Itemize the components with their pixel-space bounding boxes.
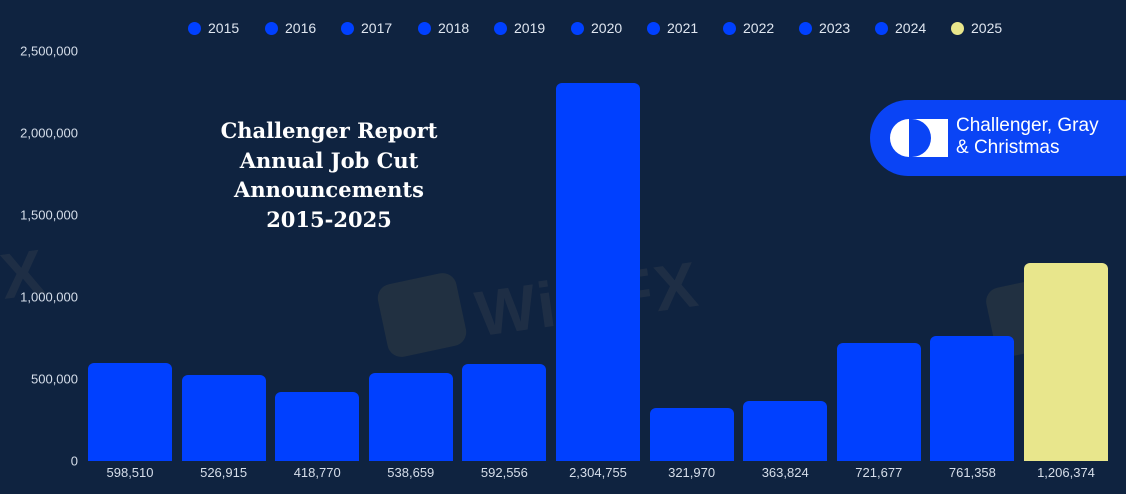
legend-label: 2021 — [667, 20, 699, 36]
legend-label: 2023 — [819, 20, 851, 36]
bar-value-label: 761,358 — [948, 465, 996, 480]
legend-dot-icon — [341, 21, 354, 35]
watermark-badge — [375, 270, 469, 360]
bar-value-label: 526,915 — [200, 465, 248, 480]
chart-title-line: Challenger Report — [220, 118, 438, 143]
legend-dot-icon — [494, 21, 507, 35]
y-tick-label: 2,500,000 — [20, 43, 78, 59]
legend-label: 2025 — [971, 20, 1003, 36]
legend-dot-icon — [418, 21, 431, 35]
bar-2024[interactable] — [930, 336, 1015, 461]
bar-value-label: 1,206,374 — [1037, 465, 1095, 480]
watermark-text: FX — [0, 235, 51, 319]
bar-2019[interactable] — [462, 363, 547, 461]
logo-mark-icon — [890, 119, 948, 157]
legend-label: 2016 — [285, 20, 317, 36]
company-logo: Challenger, Gray & Christmas — [870, 100, 1126, 176]
legend-label: 2019 — [514, 20, 546, 36]
bar-2016[interactable] — [181, 374, 266, 461]
legend-dot-icon — [799, 21, 812, 35]
bar-value-label: 721,677 — [855, 465, 903, 480]
chart-title: Challenger Report Annual Job Cut Announc… — [200, 116, 458, 234]
bar-2017[interactable] — [275, 392, 360, 461]
bar-value-label: 363,824 — [761, 465, 809, 480]
bar-2023[interactable] — [836, 342, 921, 461]
legend-label: 2015 — [208, 20, 240, 36]
legend-label: 2018 — [438, 20, 470, 36]
bar-value-label: 418,770 — [293, 465, 341, 480]
chart-title-line: Annual Job Cut — [239, 147, 419, 173]
y-tick-label: 1,500,000 — [20, 207, 78, 223]
bar-2021[interactable] — [649, 408, 734, 461]
legend-item-2020[interactable]: 2020 — [571, 19, 622, 37]
legend-label: 2022 — [743, 20, 775, 36]
y-tick-label: 1,000,000 — [20, 289, 78, 305]
bar-value-label: 592,556 — [480, 465, 528, 480]
legend-label: 2024 — [895, 20, 927, 36]
legend-item-2024[interactable]: 2024 — [875, 19, 926, 37]
legend-item-2023[interactable]: 2023 — [799, 19, 850, 37]
chart-title-line: 2015-2025 — [266, 206, 392, 232]
legend-item-2016[interactable]: 2016 — [265, 19, 316, 37]
chart-title-line: Announcements — [234, 177, 424, 202]
legend-dot-icon — [647, 21, 660, 35]
legend-dot-icon — [875, 21, 888, 35]
y-tick-label: 0 — [70, 453, 78, 469]
y-tick-label: 500,000 — [31, 371, 78, 387]
bar-2015[interactable] — [88, 362, 172, 461]
legend-item-2018[interactable]: 2018 — [418, 19, 469, 37]
bar-2020[interactable] — [556, 83, 640, 461]
legend-dot-icon — [188, 21, 201, 35]
legend-dot-icon — [265, 21, 278, 35]
legend-item-2015[interactable]: 2015 — [188, 19, 239, 37]
bar-value-label: 2,304,755 — [569, 465, 627, 480]
y-tick-label: 2,000,000 — [20, 125, 78, 141]
logo-text: Challenger, Gray & Christmas — [956, 115, 1099, 158]
chart-legend: 2015 2016 2017 2018 2019 2020 2021 2022 2023 2024… — [0, 19, 1126, 37]
legend-dot-icon — [723, 21, 736, 35]
bar-value-label: 598,510 — [106, 465, 154, 480]
legend-dot-icon — [571, 21, 584, 35]
legend-item-2022[interactable]: 2022 — [723, 19, 774, 37]
legend-label: 2017 — [361, 20, 393, 36]
bar-value-label: 321,970 — [668, 465, 716, 480]
bar-2022[interactable] — [743, 401, 828, 461]
legend-item-2025[interactable]: 2025 — [951, 19, 1002, 37]
legend-dot-icon — [951, 21, 964, 35]
legend-item-2021[interactable]: 2021 — [647, 19, 698, 37]
bar-2018[interactable] — [368, 372, 453, 461]
bar-value-label: 538,659 — [387, 465, 435, 480]
legend-label: 2020 — [591, 20, 623, 36]
legend-item-2019[interactable]: 2019 — [494, 19, 545, 37]
legend-item-2017[interactable]: 2017 — [341, 19, 392, 37]
bar-2025[interactable] — [1024, 263, 1108, 461]
